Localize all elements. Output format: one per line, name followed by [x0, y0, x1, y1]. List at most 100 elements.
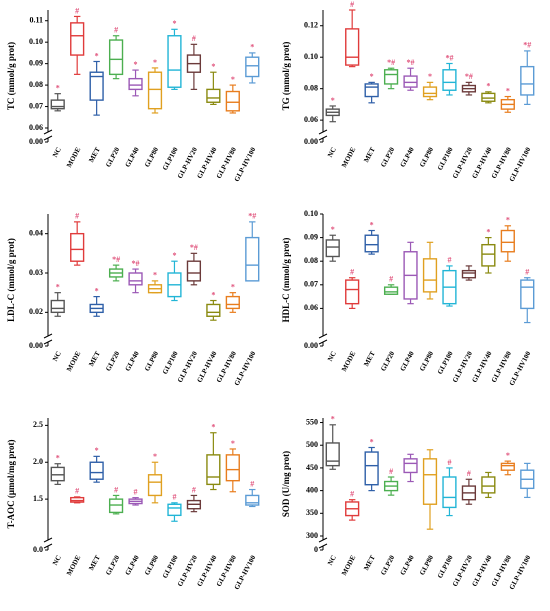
box: [225, 90, 240, 112]
axis-break: [43, 135, 53, 141]
significance-mark: #: [75, 212, 79, 221]
x-tick-label: MET: [362, 146, 377, 164]
x-tick-label: MODE: [65, 146, 82, 169]
box: [167, 503, 182, 517]
box: [403, 458, 418, 474]
x-tick-label: GLP40: [124, 553, 141, 576]
box: [70, 496, 85, 503]
y-tick-label: 0.12: [304, 21, 318, 30]
box: [50, 466, 65, 482]
y-tick-label: 0.10: [29, 37, 43, 46]
axis-break: [318, 537, 328, 543]
significance-mark: *: [56, 84, 60, 93]
box: [70, 232, 85, 262]
significance-mark: *: [331, 96, 335, 105]
box: [128, 77, 143, 91]
box: [442, 69, 457, 91]
significance-mark: #: [114, 485, 118, 494]
x-tick-label: MODE: [65, 554, 82, 577]
axis-break: [318, 339, 328, 345]
y-tick-label: 0.09: [29, 58, 43, 67]
y-tick-label: 0: [314, 545, 318, 554]
significance-mark: #: [350, 268, 354, 277]
significance-mark: #: [447, 458, 451, 467]
x-tick-label: GLP20: [379, 349, 396, 372]
significance-mark: *#: [445, 53, 453, 62]
box: [500, 462, 515, 471]
axis-break: [43, 537, 53, 543]
y-tick-label: 0.04: [29, 228, 43, 237]
box: [442, 476, 457, 509]
y-tick-label: 0.00: [304, 137, 318, 146]
x-tick-label: MODE: [340, 554, 357, 577]
significance-mark: #: [350, 0, 354, 9]
box: [403, 75, 418, 88]
box: [364, 451, 379, 486]
box: [422, 258, 438, 293]
box: [206, 303, 221, 317]
box: [245, 236, 260, 282]
axis-break: [43, 129, 53, 135]
significance-mark: *: [153, 452, 157, 461]
panel: 0.00 0.02 0.03 0.04 LDL-C (mmol/g prot) NC * MO…: [6, 212, 260, 387]
box: [500, 229, 515, 253]
x-tick-label: GLP100: [436, 145, 455, 171]
y-tick-label: 350: [306, 508, 318, 517]
y-tick-label: 0.06: [304, 115, 318, 124]
significance-mark: *: [331, 415, 335, 424]
significance-mark: *: [250, 43, 254, 52]
box: [225, 454, 240, 482]
box: [167, 35, 182, 88]
box: [422, 458, 438, 505]
box: [147, 474, 163, 497]
x-tick-label: GLP20: [104, 553, 121, 576]
box: [345, 279, 360, 305]
box: [225, 295, 240, 310]
y-tick-label: 0.07: [304, 280, 318, 289]
x-tick-label: GLP40: [399, 349, 416, 372]
significance-mark: *: [211, 290, 215, 299]
box: [50, 99, 65, 110]
x-tick-label: GLP80: [418, 349, 435, 372]
box: [481, 476, 496, 494]
y-tick-label: 300: [306, 531, 318, 540]
x-tick-label: MET: [362, 350, 377, 368]
x-tick-label: GLP80: [418, 553, 435, 576]
significance-mark: #: [350, 490, 354, 499]
significance-mark: #: [525, 268, 529, 277]
significance-mark: *: [506, 86, 510, 95]
x-tick-label: GLP20: [379, 145, 396, 168]
significance-mark: *: [172, 19, 176, 28]
box: [108, 39, 124, 76]
significance-mark: *: [486, 227, 490, 236]
significance-mark: #: [75, 6, 79, 15]
significance-mark: *: [231, 439, 235, 448]
significance-mark: *#: [248, 212, 256, 221]
x-tick-label: MET: [87, 146, 102, 164]
significance-mark: *: [95, 286, 99, 295]
box: [50, 299, 65, 314]
box: [70, 22, 85, 56]
significance-mark: *: [486, 82, 490, 91]
significance-mark: *: [95, 51, 99, 60]
y-tick-label: 400: [306, 485, 318, 494]
x-tick-label: MODE: [340, 350, 357, 373]
x-tick-label: GLP20: [379, 553, 396, 576]
box: [520, 279, 535, 310]
x-tick-label: GLP100: [436, 553, 455, 579]
box: [481, 243, 496, 267]
x-tick-label: GLP40: [124, 145, 141, 168]
significance-mark: *: [56, 282, 60, 291]
significance-mark: #: [192, 34, 196, 43]
significance-mark: *#: [132, 259, 140, 268]
y-axis-label: LDL-C (mmol/g prot): [6, 238, 16, 322]
significance-mark: *#: [190, 243, 198, 252]
box: [89, 461, 104, 480]
significance-mark: *: [231, 282, 235, 291]
box: [89, 71, 104, 101]
significance-mark: #: [192, 485, 196, 494]
y-tick-label: 450: [306, 463, 318, 472]
y-tick-label: 0.06: [304, 303, 318, 312]
y-tick-label: 0.06: [29, 123, 43, 132]
significance-mark: *: [211, 423, 215, 432]
